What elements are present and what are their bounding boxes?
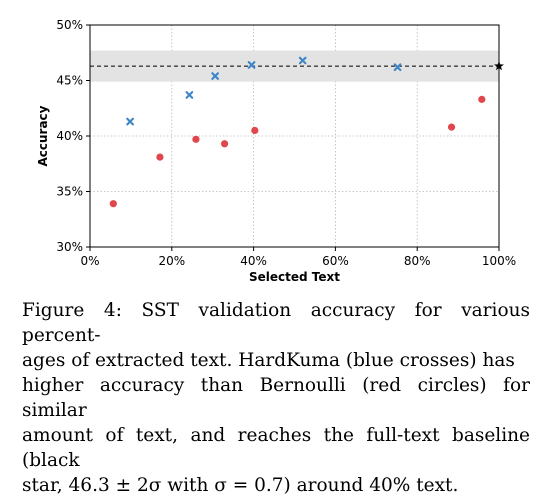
x-axis-title: Selected Text — [249, 270, 340, 284]
caption-line: ages of extracted text. HardKuma (blue c… — [22, 350, 515, 371]
y-tick-label: 45% — [56, 74, 83, 88]
caption-line: amount of text, and reaches the full-tex… — [22, 425, 530, 471]
x-tick-label: 80% — [404, 254, 431, 268]
circle-point — [251, 126, 259, 135]
y-tick-label: 35% — [56, 185, 83, 199]
circle-point — [109, 200, 117, 208]
x-axis-ticks: 0% 20% 40% 60% 80% 100% — [80, 247, 516, 268]
circle-point — [447, 123, 456, 131]
y-axis-ticks: 30% 35% 40% 45% 50% — [56, 18, 90, 254]
cross-point — [247, 61, 256, 69]
cross-point — [126, 117, 134, 126]
figure-caption: Figure 4: SST validation accuracy for va… — [22, 298, 530, 498]
y-tick-label: 40% — [56, 129, 83, 143]
cross-point — [211, 72, 220, 80]
x-tick-label: 40% — [240, 254, 267, 268]
x-tick-label: 100% — [482, 254, 516, 268]
caption-line: higher accuracy than Bernoulli (red circ… — [22, 375, 530, 421]
y-tick-label: 30% — [56, 240, 83, 254]
circle-point — [192, 135, 200, 143]
y-axis-title: Accuracy — [36, 105, 50, 166]
x-tick-label: 20% — [158, 254, 185, 268]
circle-point — [156, 153, 164, 161]
scatter-chart: 30% 35% 40% 45% 50% 0% 20% 40% 60% 80% 100% Selec… — [36, 18, 516, 284]
circle-point — [478, 95, 486, 103]
x-tick-label: 0% — [80, 254, 99, 268]
cross-point — [185, 91, 194, 99]
y-tick-label: 50% — [56, 18, 83, 32]
star-point — [494, 60, 504, 71]
cross-point — [393, 63, 402, 72]
caption-line: star, 46.3 ± 2σ with σ = 0.7) around 40%… — [22, 475, 459, 496]
cross-point — [298, 56, 307, 65]
x-tick-label: 60% — [322, 254, 349, 268]
caption-line: Figure 4: SST validation accuracy for va… — [22, 300, 530, 346]
data-marks — [109, 56, 504, 208]
circle-point — [220, 140, 229, 148]
